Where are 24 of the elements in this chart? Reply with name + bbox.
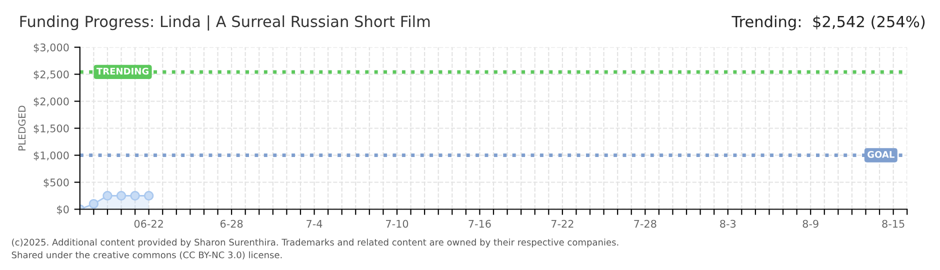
x-tick-label: 7-22: [551, 220, 574, 228]
y-tick-label: $3,000: [34, 43, 69, 53]
y-tick-label: $2,500: [34, 70, 69, 80]
ref-line-label: GOAL: [868, 151, 894, 158]
y-tick-label: $1,000: [34, 151, 69, 161]
x-tick-label: 7-28: [634, 220, 656, 228]
x-tick-label: 7-10: [386, 220, 408, 228]
chart-title: Funding Progress: Linda | A Surreal Russian Short Film: [20, 15, 430, 31]
text: Shared under the creative commons (CC BY-NC 3.0) license.: [12, 251, 282, 260]
text: (c)2025. Additional content provided by Sharon Surenthira. Trademarks and related content are owned by their respective companies.: [12, 238, 618, 248]
y-tick-label: $2,000: [34, 97, 69, 107]
x-tick-label: 8-3: [720, 220, 736, 228]
x-tick-label: 6-28: [220, 220, 243, 228]
x-tick-label: 7-16: [468, 220, 491, 228]
chart-subtitle: Trending: $2,542 (254%): [732, 16, 925, 30]
y-tick-label: $0: [57, 205, 69, 215]
x-tick-label: 8-15: [882, 220, 904, 228]
ref-line-label: TRENDING: [96, 68, 148, 75]
x-tick-label: 06-22: [134, 220, 163, 228]
y-axis-title: PLEDGED: [18, 106, 26, 150]
x-tick-label: 7-4: [306, 220, 322, 228]
y-tick-label: $1,500: [34, 124, 69, 134]
x-tick-label: 8-9: [802, 220, 818, 228]
y-tick-label: $500: [44, 178, 69, 188]
